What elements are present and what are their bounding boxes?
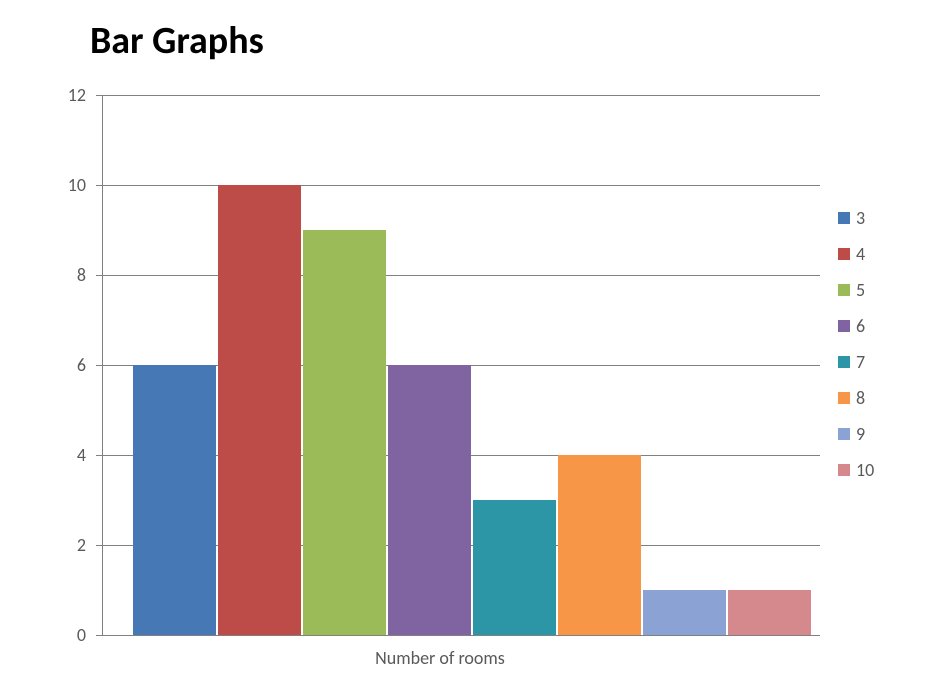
bar [218, 185, 300, 635]
y-tick-label: 0 [77, 624, 86, 646]
legend-swatch [838, 392, 850, 404]
legend-item: 9 [838, 416, 938, 452]
y-tick-label: 6 [77, 354, 86, 376]
legend-label: 7 [856, 351, 865, 373]
gridline [102, 275, 820, 276]
legend-swatch [838, 284, 850, 296]
legend-swatch [838, 356, 850, 368]
legend-label: 5 [856, 279, 865, 301]
y-tick [96, 455, 102, 456]
legend-label: 10 [856, 459, 874, 481]
plot-wrap: 024681012 Number of rooms [60, 95, 820, 635]
bar [643, 590, 725, 635]
gridline [102, 635, 820, 636]
y-tick [96, 635, 102, 636]
y-tick [96, 95, 102, 96]
legend-item: 3 [838, 200, 938, 236]
y-tick [96, 185, 102, 186]
bar [133, 365, 215, 635]
legend-item: 4 [838, 236, 938, 272]
legend: 3 4 5 6 7 8 9 10 [838, 200, 938, 488]
legend-item: 6 [838, 308, 938, 344]
chart-title: Bar Graphs [90, 18, 264, 64]
bar [388, 365, 470, 635]
legend-label: 9 [856, 423, 865, 445]
legend-swatch [838, 464, 850, 476]
bar [473, 500, 555, 635]
legend-label: 3 [856, 207, 865, 229]
bar [728, 590, 810, 635]
y-axis-labels: 024681012 [60, 95, 94, 635]
y-tick-label: 2 [77, 534, 86, 556]
y-tick-label: 10 [68, 174, 86, 196]
bar [558, 455, 640, 635]
legend-item: 10 [838, 452, 938, 488]
y-tick-label: 4 [77, 444, 86, 466]
gridline [102, 95, 820, 96]
legend-label: 6 [856, 315, 865, 337]
legend-swatch [838, 428, 850, 440]
chart-container: Bar Graphs 0 2 4 6 8 10 12 Number of rooms 3 4 5… [0, 0, 948, 697]
y-tick [96, 365, 102, 366]
y-tick [96, 545, 102, 546]
legend-swatch [838, 212, 850, 224]
legend-label: 4 [856, 243, 865, 265]
plot-area [102, 95, 820, 635]
legend-item: 7 [838, 344, 938, 380]
legend-item: 5 [838, 272, 938, 308]
legend-item: 8 [838, 380, 938, 416]
legend-label: 8 [856, 387, 865, 409]
y-tick-label: 12 [68, 84, 86, 106]
bar [303, 230, 385, 635]
legend-swatch [838, 320, 850, 332]
x-axis-label: Number of rooms [60, 647, 820, 669]
gridline [102, 185, 820, 186]
y-tick-label: 8 [77, 264, 86, 286]
legend-swatch [838, 248, 850, 260]
y-tick [96, 275, 102, 276]
